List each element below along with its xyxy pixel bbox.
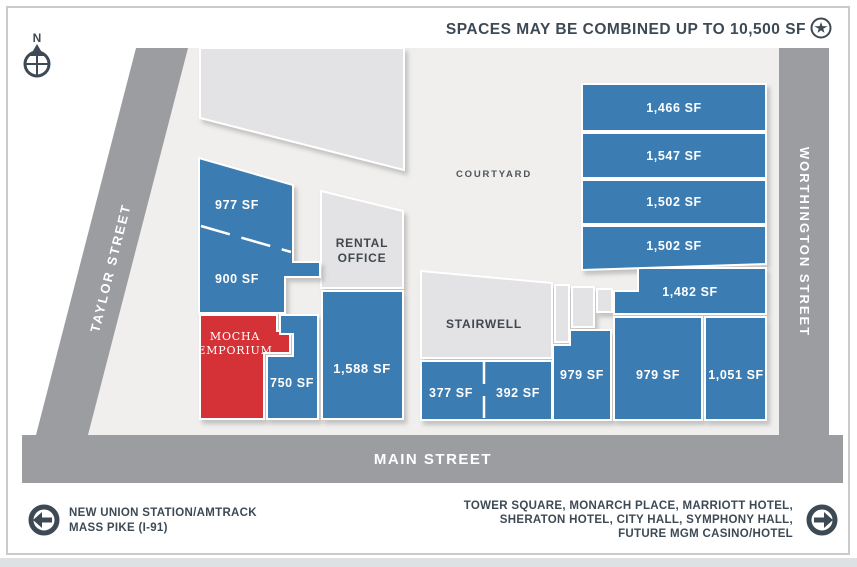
space-1588 [321, 290, 404, 420]
space-1051 [704, 316, 767, 421]
direction-east-line3: FUTURE MGM CASINO/HOTEL [618, 528, 793, 540]
direction-east-line2: SHERATON HOTEL, CITY HALL, SYMPHONY HALL… [500, 514, 793, 526]
label-979-left: 979 SF [560, 368, 604, 382]
label-1502-a: 1,502 SF [646, 195, 702, 209]
label-rental-office-line1: RENTAL [336, 236, 389, 250]
space-1466 [581, 83, 767, 132]
label-mocha-line2: EMPORIUM [197, 344, 272, 357]
spaces [198, 83, 767, 421]
label-1588: 1,588 SF [333, 361, 391, 376]
header: SPACES MAY BE COMBINED UP TO 10,500 SF [446, 17, 832, 39]
direction-east: TOWER SQUARE, MONARCH PLACE, MARRIOTT HO… [464, 500, 838, 540]
arrow-left-icon [28, 504, 60, 536]
space-mocha-emporium [199, 314, 291, 420]
label-1466: 1,466 SF [646, 101, 702, 115]
label-mocha-line1: MOCHA [210, 330, 260, 343]
space-1502-b [581, 225, 767, 272]
street-worthington [779, 48, 829, 435]
street-worthington-label: WORTHINGTON STREET [797, 147, 812, 337]
label-1482: 1,482 SF [662, 285, 718, 299]
label-1502-b: 1,502 SF [646, 239, 702, 253]
direction-west-line1: NEW UNION STATION/AMTRACK [69, 507, 257, 519]
header-note-text: SPACES MAY BE COMBINED UP TO 10,500 SF [446, 21, 806, 38]
label-392: 392 SF [496, 386, 540, 400]
label-750: 750 SF [270, 376, 314, 390]
space-labels: 977 SF 900 SF MOCHA EMPORIUM 750 SF 1,58… [197, 101, 763, 400]
star-icon [810, 17, 832, 39]
label-979-mid: 979 SF [636, 368, 680, 382]
label-1051: 1,051 SF [708, 368, 764, 382]
street-taylor [36, 48, 188, 435]
street-main [22, 435, 843, 483]
page-border [6, 6, 850, 555]
label-courtyard: COURTYARD [456, 169, 532, 180]
stairwell-step-2 [571, 286, 595, 328]
bottom-strip [0, 558, 857, 567]
divider-977-900 [200, 224, 292, 254]
stairwell-step-1 [554, 284, 570, 343]
label-977: 977 SF [215, 198, 259, 212]
direction-west-line2: MASS PIKE (I-91) [69, 522, 168, 534]
direction-east-line1: TOWER SQUARE, MONARCH PLACE, MARRIOTT HO… [464, 500, 793, 512]
street-main-label: MAIN STREET [374, 451, 492, 468]
gray-buildings [199, 47, 613, 359]
compass-n-label: N [33, 31, 42, 45]
label-900: 900 SF [215, 272, 259, 286]
compass-icon: N [23, 31, 51, 78]
stairwell-step-3 [596, 288, 613, 313]
streets: TAYLOR STREET WORTHINGTON STREET MAIN ST… [22, 48, 843, 483]
space-977-900 [198, 156, 321, 314]
space-979-mid [613, 316, 703, 421]
label-stairwell: STAIRWELL [446, 317, 522, 331]
building-stairwell [420, 269, 553, 359]
label-1547: 1,547 SF [646, 149, 702, 163]
building-rental-office [320, 189, 404, 289]
space-1482 [613, 267, 767, 315]
space-750 [266, 314, 319, 420]
space-1502-a [581, 179, 767, 225]
space-979-left [552, 329, 612, 421]
arrow-right-icon [806, 504, 838, 536]
building-unlabeled [199, 47, 405, 172]
space-1547 [581, 132, 767, 179]
direction-west: NEW UNION STATION/AMTRACK MASS PIKE (I-9… [28, 504, 257, 536]
label-377: 377 SF [429, 386, 473, 400]
label-rental-office-line2: OFFICE [338, 251, 387, 265]
area-labels: COURTYARD RENTAL OFFICE STAIRWELL [336, 169, 532, 331]
